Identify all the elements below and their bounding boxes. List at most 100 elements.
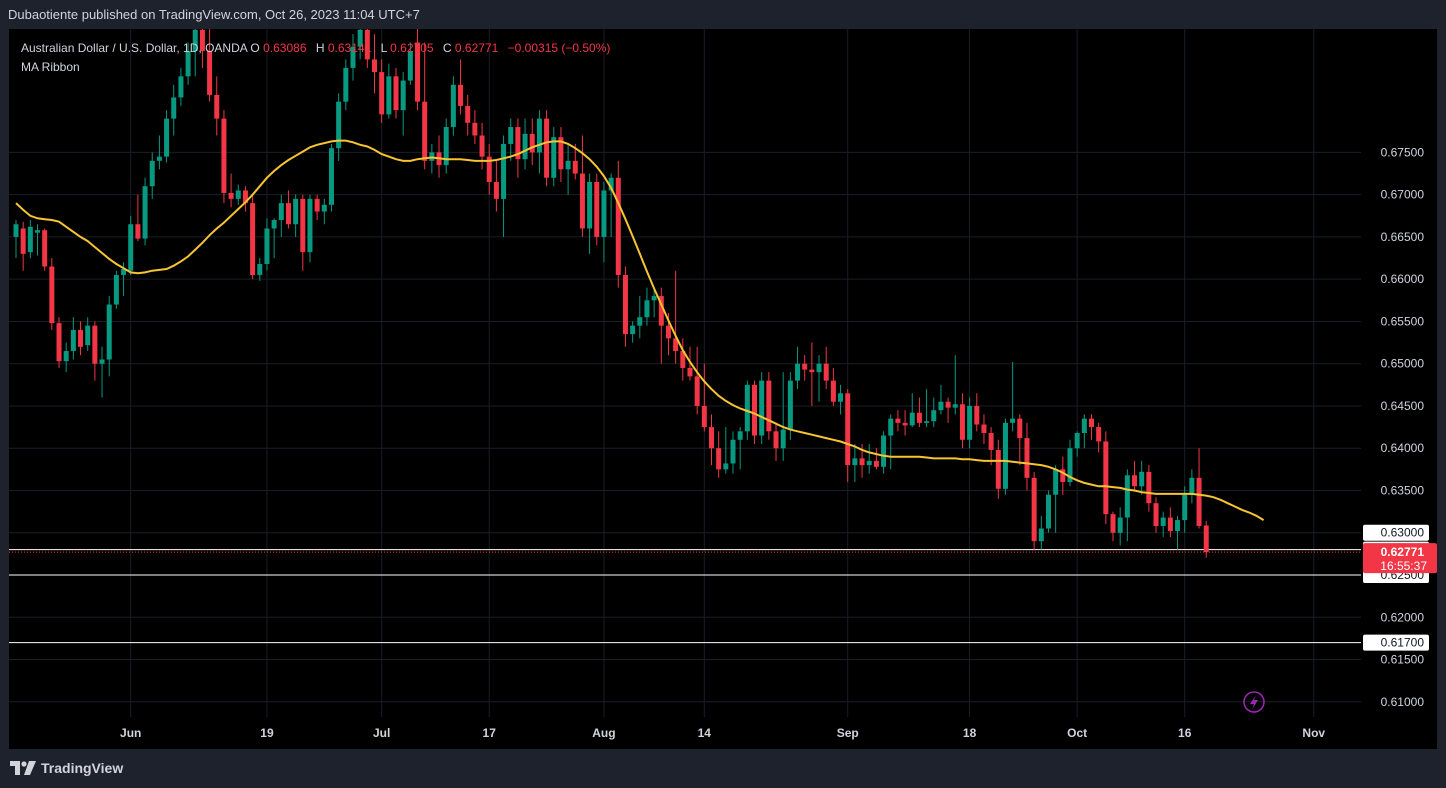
chart-legend: Australian Dollar / U.S. Dollar, 1D, OAN…	[21, 39, 616, 77]
candle-body	[472, 122, 478, 136]
horizontal-levels	[9, 549, 1361, 644]
candle-body	[350, 46, 356, 68]
candle-body	[336, 101, 342, 149]
candle-body	[257, 263, 263, 275]
candle-body	[694, 376, 700, 406]
candle-body	[20, 228, 26, 254]
candle-body	[372, 59, 377, 73]
candle-body	[379, 72, 385, 115]
candle-body	[931, 410, 937, 422]
time-tick-label: 17	[483, 726, 497, 740]
candle-body	[508, 127, 514, 144]
price-tick-label: 0.64000	[1381, 441, 1425, 455]
candle-body	[716, 448, 722, 470]
candle-body	[651, 296, 657, 301]
candle-body	[1203, 525, 1209, 553]
chart-frame[interactable]: 0.67500 0.67000 0.66500 0.66000 0.65500 0.650…	[9, 29, 1437, 749]
candle-body	[135, 224, 141, 239]
candle-body	[1074, 433, 1080, 449]
candle-body	[730, 439, 736, 464]
candle-body	[307, 198, 313, 253]
candle-body	[128, 224, 134, 271]
candle-body	[207, 50, 213, 95]
candle-body	[171, 97, 177, 119]
candle-body	[1024, 438, 1030, 478]
candle-body	[708, 427, 714, 449]
candle-body	[343, 67, 349, 102]
candle-body	[113, 274, 119, 305]
candle-body	[795, 363, 801, 381]
legend-symbol[interactable]: Australian Dollar / U.S. Dollar, 1D, OAN…	[21, 41, 248, 55]
published-line: Dubaotiente published on TradingView.com…	[8, 7, 420, 22]
candle-body	[78, 329, 84, 347]
candle-body	[1053, 469, 1059, 495]
legend-indicator[interactable]: MA Ribbon	[21, 60, 80, 74]
countdown-label: 16:55:37	[1380, 559, 1427, 573]
time-tick-label: Oct	[1067, 726, 1087, 740]
candle-body	[85, 325, 91, 346]
candle-body	[881, 435, 887, 467]
tradingview-logo-icon	[10, 761, 36, 775]
candle-body	[56, 323, 62, 362]
legend-open-value: 0.63086	[263, 41, 307, 55]
time-tick-label: Nov	[1302, 726, 1325, 740]
candle-body	[952, 404, 958, 408]
candle-body	[142, 186, 148, 239]
candle-body	[916, 412, 922, 423]
candle-body	[357, 29, 363, 47]
candle-body	[766, 380, 772, 432]
candle-body	[658, 296, 664, 326]
price-axis[interactable]: 0.67500 0.67000 0.66500 0.66000 0.65500 0.650…	[1363, 145, 1437, 709]
candle-body	[809, 369, 815, 373]
candle-body	[852, 458, 858, 466]
time-tick-label: 19	[260, 726, 274, 740]
candle-body	[221, 118, 227, 193]
candle-body	[1182, 494, 1188, 521]
candle-body	[156, 156, 162, 161]
candle-body	[178, 76, 184, 98]
candle-body	[228, 192, 234, 199]
chart-canvas[interactable]: 0.67500 0.67000 0.66500 0.66000 0.65500 0.650…	[9, 29, 1437, 749]
time-tick-label: Sep	[837, 726, 859, 740]
candle-body	[49, 266, 55, 324]
level-price-box	[1363, 524, 1429, 541]
candle-body	[1103, 441, 1109, 515]
candle-body	[601, 190, 607, 237]
candle-body	[321, 204, 327, 212]
candle-body	[773, 431, 779, 449]
footer-brand[interactable]: TradingView	[10, 760, 123, 776]
price-tick-label: 0.62000	[1381, 610, 1425, 624]
time-tick-label: 16	[1178, 726, 1192, 740]
time-tick-label: 14	[698, 726, 712, 740]
candle-body	[1196, 477, 1202, 526]
candle-body	[587, 181, 593, 229]
candle-body	[974, 405, 980, 425]
candle-body	[909, 412, 915, 426]
candle-body	[386, 76, 392, 115]
level-price-box	[1363, 634, 1429, 651]
candle-body	[422, 101, 428, 161]
candle-body	[1060, 469, 1066, 483]
legend-low-label: L	[380, 41, 387, 55]
candle-body	[199, 29, 205, 51]
candle-body	[1096, 427, 1102, 442]
candle-body	[1038, 528, 1044, 542]
candle-body	[536, 118, 542, 153]
candle-body	[328, 148, 334, 205]
price-tick-label: 0.65500	[1381, 314, 1425, 328]
candle-body	[458, 84, 464, 106]
candles	[13, 29, 1209, 558]
legend-low-value: 0.62705	[390, 41, 434, 55]
candle-body	[1031, 477, 1037, 542]
time-axis[interactable]: Jun 19 Jul 17 Aug 14 Sep 18 Oct 16 Nov	[120, 726, 1325, 740]
price-tick-label: 0.64500	[1381, 399, 1425, 413]
candle-body	[544, 118, 550, 178]
candle-body	[35, 230, 41, 233]
candle-body	[680, 351, 686, 368]
candle-body	[407, 50, 413, 81]
candle-body	[364, 29, 370, 60]
candle-body	[1124, 475, 1130, 518]
candle-body	[759, 380, 765, 436]
candle-body	[293, 198, 299, 225]
time-tick-label: Aug	[592, 726, 615, 740]
